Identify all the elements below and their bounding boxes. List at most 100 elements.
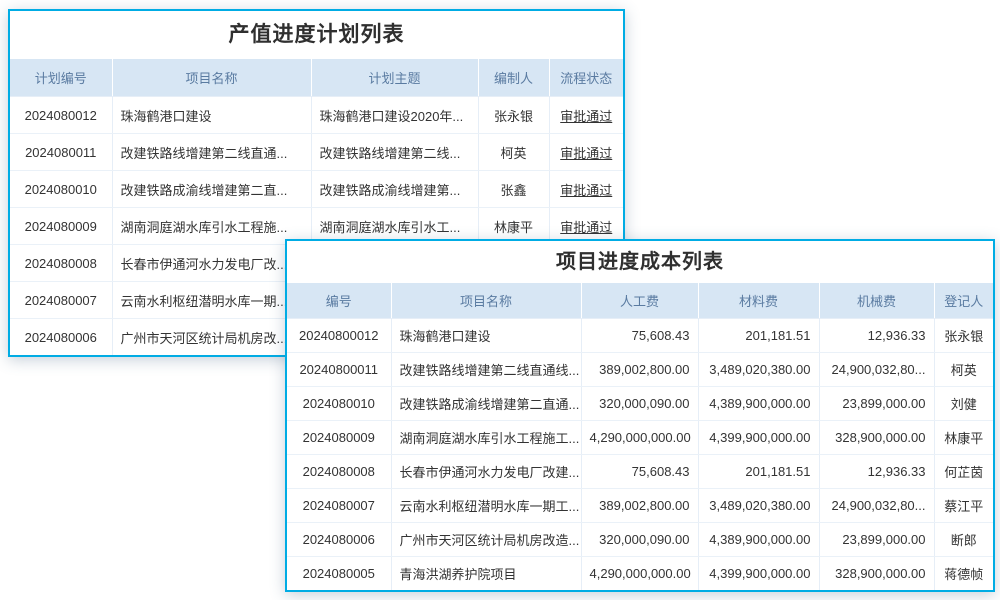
project-name-cell[interactable]: 广州市天河区统计局机房改造... (390, 522, 581, 557)
column-header: 材料费 (697, 283, 819, 319)
machinery-fee-cell: 23,899,000.00 (818, 522, 934, 557)
registrar-cell[interactable]: 林康平 (933, 420, 993, 455)
table-row: 2024080006 广州市天河区统计局机房改造... 320,000,090.00… (287, 522, 993, 557)
workflow-status-cell[interactable]: 审批通过 (548, 207, 623, 245)
machinery-fee-cell: 24,900,032,80... (818, 488, 934, 523)
column-header: 机械费 (818, 283, 934, 319)
plan-id-cell[interactable]: 2024080011 (10, 133, 112, 171)
column-header: 流程状态 (548, 59, 623, 97)
project-name-cell[interactable]: 云南水利枢纽潜明水库一期... (111, 281, 311, 319)
project-name-cell[interactable]: 长春市伊通河水力发电厂改... (111, 244, 311, 282)
cost-id-cell[interactable]: 20240800012 (287, 318, 391, 353)
column-header: 编制人 (477, 59, 549, 97)
cost-table-header-row: 编号 项目名称 人工费 材料费 机械费 登记人 (287, 283, 993, 319)
column-header: 计划主题 (310, 59, 478, 97)
project-name-cell[interactable]: 改建铁路线增建第二线直通线... (390, 352, 581, 387)
project-name-cell[interactable]: 改建铁路线增建第二线直通... (111, 133, 311, 171)
machinery-fee-cell: 23,899,000.00 (818, 386, 934, 421)
material-fee-cell: 3,489,020,380.00 (697, 352, 819, 387)
table-row: 2024080011 改建铁路线增建第二线直通... 改建铁路线增建第二线... 柯英… (10, 133, 623, 171)
project-name-cell[interactable]: 长春市伊通河水力发电厂改建... (390, 454, 581, 489)
cost-id-cell[interactable]: 2024080008 (287, 454, 391, 489)
table-row: 2024080009 湖南洞庭湖水库引水工程施工... 4,290,000,000.… (287, 420, 993, 455)
table-row: 2024080010 改建铁路成渝线增建第二直... 改建铁路成渝线增建第... 张鑫… (10, 170, 623, 208)
machinery-fee-cell: 24,900,032,80... (818, 352, 934, 387)
labor-fee-cell: 320,000,090.00 (580, 386, 698, 421)
table-row: 20240800011 改建铁路线增建第二线直通线... 389,002,800.0… (287, 352, 993, 387)
plan-theme-cell[interactable]: 改建铁路线增建第二线... (310, 133, 478, 171)
registrar-cell[interactable]: 断郎 (933, 522, 993, 557)
registrar-cell[interactable]: 柯英 (933, 352, 993, 387)
table-row: 2024080010 改建铁路成渝线增建第二直通... 320,000,090.00… (287, 386, 993, 421)
column-header: 计划编号 (10, 59, 112, 97)
material-fee-cell: 4,399,900,000.00 (697, 420, 819, 455)
column-header: 编号 (287, 283, 391, 319)
registrar-cell[interactable]: 蔡江平 (933, 488, 993, 523)
plan-id-cell[interactable]: 2024080012 (10, 96, 112, 134)
project-name-cell[interactable]: 云南水利枢纽潜明水库一期工... (390, 488, 581, 523)
labor-fee-cell: 320,000,090.00 (580, 522, 698, 557)
column-header: 人工费 (580, 283, 698, 319)
plan-id-cell[interactable]: 2024080010 (10, 170, 112, 208)
material-fee-cell: 4,399,900,000.00 (697, 556, 819, 590)
creator-cell[interactable]: 张鑫 (477, 170, 549, 208)
workflow-status-cell[interactable]: 审批通过 (548, 170, 623, 208)
plan-id-cell[interactable]: 2024080006 (10, 318, 112, 355)
table-row: 2024080012 珠海鹤港口建设 珠海鹤港口建设2020年... 张永银 审批通过 (10, 96, 623, 134)
plan-id-cell[interactable]: 2024080009 (10, 207, 112, 245)
plan-id-cell[interactable]: 2024080007 (10, 281, 112, 319)
plan-table-title: 产值进度计划列表 (228, 23, 405, 46)
cost-table-card: 项目进度成本列表 编号 项目名称 人工费 材料费 机械费 登记人 20240800012 珠… (285, 239, 995, 592)
table-row: 2024080009 湖南洞庭湖水库引水工程施... 湖南洞庭湖水库引水工... 林康… (10, 207, 623, 245)
plan-theme-cell[interactable]: 湖南洞庭湖水库引水工... (310, 207, 478, 245)
labor-fee-cell: 389,002,800.00 (580, 488, 698, 523)
labor-fee-cell: 4,290,000,000.00 (580, 420, 698, 455)
creator-cell[interactable]: 张永银 (477, 96, 549, 134)
workflow-status-cell[interactable]: 审批通过 (548, 133, 623, 171)
table-row: 20240800012 珠海鹤港口建设 75,608.43 201,181.51 12,… (287, 318, 993, 353)
registrar-cell[interactable]: 刘健 (933, 386, 993, 421)
labor-fee-cell: 75,608.43 (580, 454, 698, 489)
creator-cell[interactable]: 柯英 (477, 133, 549, 171)
plan-table-header-row: 计划编号 项目名称 计划主题 编制人 流程状态 (10, 59, 623, 97)
cost-id-cell[interactable]: 20240800011 (287, 352, 391, 387)
cost-table: 编号 项目名称 人工费 材料费 机械费 登记人 20240800012 珠海鹤港口建设 75,… (287, 283, 993, 590)
creator-cell[interactable]: 林康平 (477, 207, 549, 245)
plan-theme-cell[interactable]: 珠海鹤港口建设2020年... (310, 96, 478, 134)
machinery-fee-cell: 328,900,000.00 (818, 556, 934, 590)
material-fee-cell: 3,489,020,380.00 (697, 488, 819, 523)
workflow-status-cell[interactable]: 审批通过 (548, 96, 623, 134)
cost-id-cell[interactable]: 2024080010 (287, 386, 391, 421)
cost-id-cell[interactable]: 2024080006 (287, 522, 391, 557)
column-header: 项目名称 (390, 283, 581, 319)
project-name-cell[interactable]: 改建铁路成渝线增建第二直... (111, 170, 311, 208)
cost-id-cell[interactable]: 2024080007 (287, 488, 391, 523)
table-row: 2024080005 青海洪湖养护院项目 4,290,000,000.00 4,399… (287, 556, 993, 590)
project-name-cell[interactable]: 湖南洞庭湖水库引水工程施工... (390, 420, 581, 455)
machinery-fee-cell: 12,936.33 (818, 454, 934, 489)
project-name-cell[interactable]: 改建铁路成渝线增建第二直通... (390, 386, 581, 421)
project-name-cell[interactable]: 广州市天河区统计局机房改... (111, 318, 311, 355)
material-fee-cell: 4,389,900,000.00 (697, 386, 819, 421)
cost-id-cell[interactable]: 2024080009 (287, 420, 391, 455)
plan-id-cell[interactable]: 2024080008 (10, 244, 112, 282)
cost-id-cell[interactable]: 2024080005 (287, 556, 391, 590)
registrar-cell[interactable]: 张永银 (933, 318, 993, 353)
project-name-cell[interactable]: 珠海鹤港口建设 (111, 96, 311, 134)
registrar-cell[interactable]: 何芷茵 (933, 454, 993, 489)
project-name-cell[interactable]: 珠海鹤港口建设 (390, 318, 581, 353)
material-fee-cell: 201,181.51 (697, 318, 819, 353)
labor-fee-cell: 389,002,800.00 (580, 352, 698, 387)
cost-table-title: 项目进度成本列表 (556, 251, 724, 273)
table-row: 2024080007 云南水利枢纽潜明水库一期工... 389,002,800.00… (287, 488, 993, 523)
machinery-fee-cell: 328,900,000.00 (818, 420, 934, 455)
registrar-cell[interactable]: 蒋德帧 (933, 556, 993, 590)
project-name-cell[interactable]: 湖南洞庭湖水库引水工程施... (111, 207, 311, 245)
labor-fee-cell: 75,608.43 (580, 318, 698, 353)
material-fee-cell: 4,389,900,000.00 (697, 522, 819, 557)
machinery-fee-cell: 12,936.33 (818, 318, 934, 353)
plan-theme-cell[interactable]: 改建铁路成渝线增建第... (310, 170, 478, 208)
material-fee-cell: 201,181.51 (697, 454, 819, 489)
project-name-cell[interactable]: 青海洪湖养护院项目 (390, 556, 581, 590)
